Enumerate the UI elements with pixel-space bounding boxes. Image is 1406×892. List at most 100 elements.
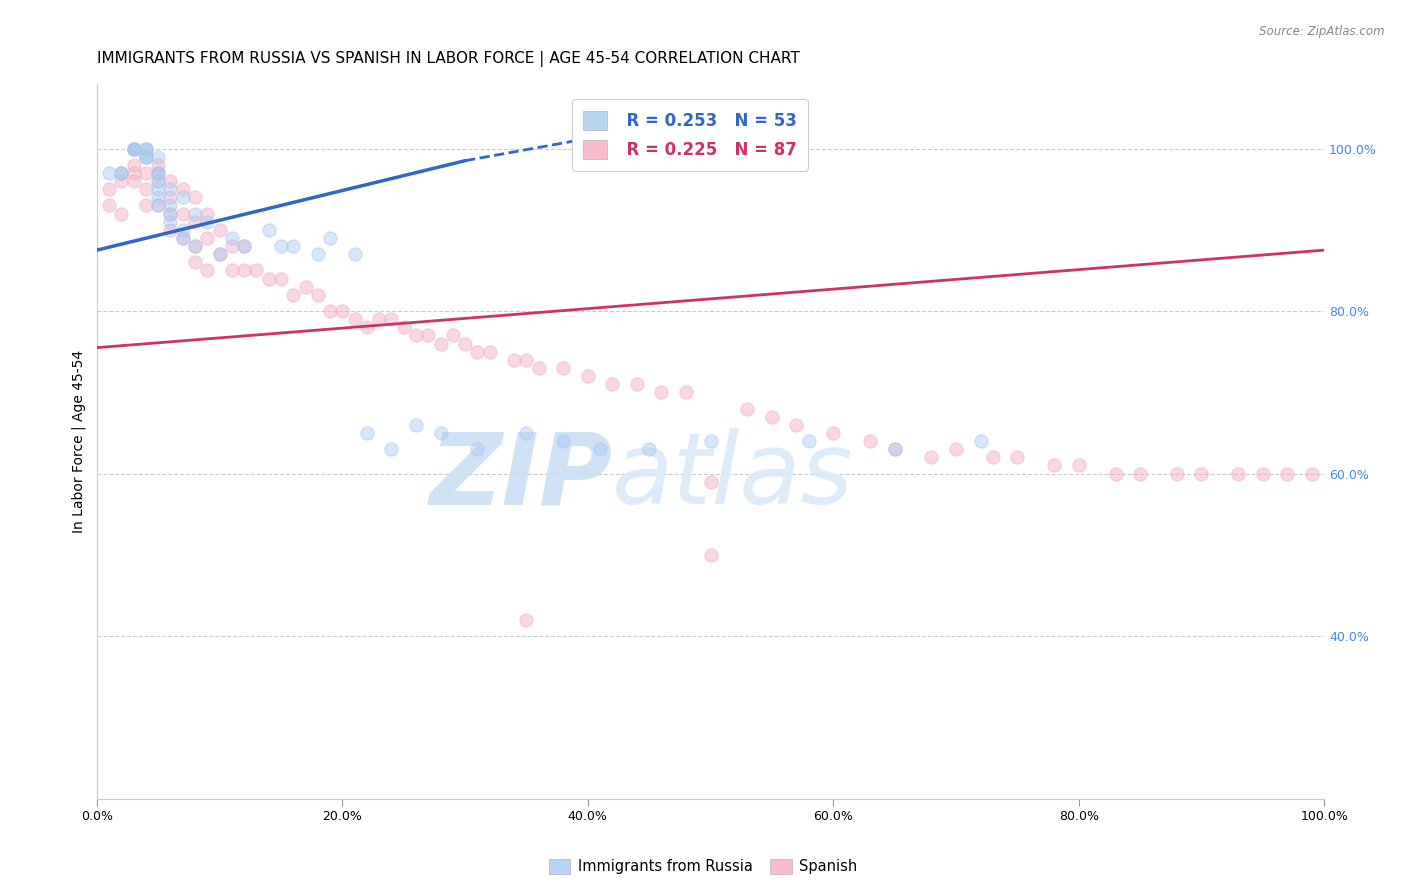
- Point: [1104, 467, 1126, 481]
- Point: [319, 304, 342, 318]
- Point: [368, 312, 391, 326]
- Point: [392, 320, 415, 334]
- Point: [233, 263, 256, 277]
- Point: [319, 231, 342, 245]
- Point: [1191, 467, 1213, 481]
- Point: [699, 475, 721, 489]
- Point: [122, 142, 145, 156]
- Point: [148, 198, 170, 212]
- Point: [785, 417, 807, 432]
- Point: [122, 142, 145, 156]
- Point: [405, 328, 427, 343]
- Point: [135, 150, 157, 164]
- Point: [343, 312, 366, 326]
- Point: [98, 198, 121, 212]
- Point: [883, 442, 905, 457]
- Point: [110, 166, 132, 180]
- Point: [110, 166, 132, 180]
- Point: [257, 223, 280, 237]
- Point: [148, 166, 170, 180]
- Point: [478, 344, 501, 359]
- Point: [208, 247, 231, 261]
- Point: [208, 223, 231, 237]
- Point: [148, 182, 170, 196]
- Point: [823, 425, 845, 440]
- Text: atlas: atlas: [613, 428, 853, 525]
- Legend: Immigrants from Russia, Spanish: Immigrants from Russia, Spanish: [543, 853, 863, 880]
- Point: [553, 361, 575, 376]
- Point: [122, 166, 145, 180]
- Point: [135, 166, 157, 180]
- Point: [148, 174, 170, 188]
- Point: [172, 231, 194, 245]
- Point: [945, 442, 967, 457]
- Point: [270, 239, 292, 253]
- Point: [576, 369, 599, 384]
- Point: [148, 158, 170, 172]
- Point: [883, 442, 905, 457]
- Point: [172, 182, 194, 196]
- Point: [257, 271, 280, 285]
- Point: [135, 150, 157, 164]
- Point: [135, 142, 157, 156]
- Point: [515, 613, 537, 627]
- Point: [405, 417, 427, 432]
- Point: [122, 142, 145, 156]
- Point: [172, 190, 194, 204]
- Point: [135, 142, 157, 156]
- Point: [159, 223, 181, 237]
- Legend:   R = 0.253   N = 53,   R = 0.225   N = 87: R = 0.253 N = 53, R = 0.225 N = 87: [572, 99, 808, 171]
- Point: [1277, 467, 1299, 481]
- Point: [1166, 467, 1188, 481]
- Point: [465, 442, 488, 457]
- Point: [98, 166, 121, 180]
- Point: [283, 239, 305, 253]
- Point: [761, 409, 783, 424]
- Point: [195, 215, 218, 229]
- Point: [859, 434, 882, 448]
- Point: [1007, 450, 1029, 465]
- Point: [441, 328, 464, 343]
- Point: [1227, 467, 1250, 481]
- Point: [699, 434, 721, 448]
- Text: ZIP: ZIP: [429, 428, 613, 525]
- Point: [797, 434, 820, 448]
- Point: [454, 336, 477, 351]
- Point: [1043, 458, 1066, 473]
- Point: [135, 198, 157, 212]
- Point: [172, 231, 194, 245]
- Point: [184, 215, 207, 229]
- Point: [110, 166, 132, 180]
- Point: [159, 215, 181, 229]
- Text: IMMIGRANTS FROM RUSSIA VS SPANISH IN LABOR FORCE | AGE 45-54 CORRELATION CHART: IMMIGRANTS FROM RUSSIA VS SPANISH IN LAB…: [97, 51, 800, 67]
- Point: [1067, 458, 1090, 473]
- Point: [626, 377, 648, 392]
- Point: [159, 190, 181, 204]
- Point: [184, 206, 207, 220]
- Point: [553, 434, 575, 448]
- Point: [122, 142, 145, 156]
- Point: [184, 190, 207, 204]
- Point: [159, 182, 181, 196]
- Point: [221, 239, 243, 253]
- Point: [294, 279, 316, 293]
- Point: [148, 174, 170, 188]
- Point: [148, 198, 170, 212]
- Point: [356, 425, 378, 440]
- Point: [1129, 467, 1152, 481]
- Point: [638, 442, 661, 457]
- Point: [1251, 467, 1274, 481]
- Point: [233, 239, 256, 253]
- Point: [159, 206, 181, 220]
- Point: [148, 150, 170, 164]
- Point: [135, 182, 157, 196]
- Point: [221, 231, 243, 245]
- Point: [148, 166, 170, 180]
- Point: [148, 190, 170, 204]
- Point: [172, 223, 194, 237]
- Point: [675, 385, 697, 400]
- Point: [135, 150, 157, 164]
- Point: [221, 263, 243, 277]
- Point: [208, 247, 231, 261]
- Point: [465, 344, 488, 359]
